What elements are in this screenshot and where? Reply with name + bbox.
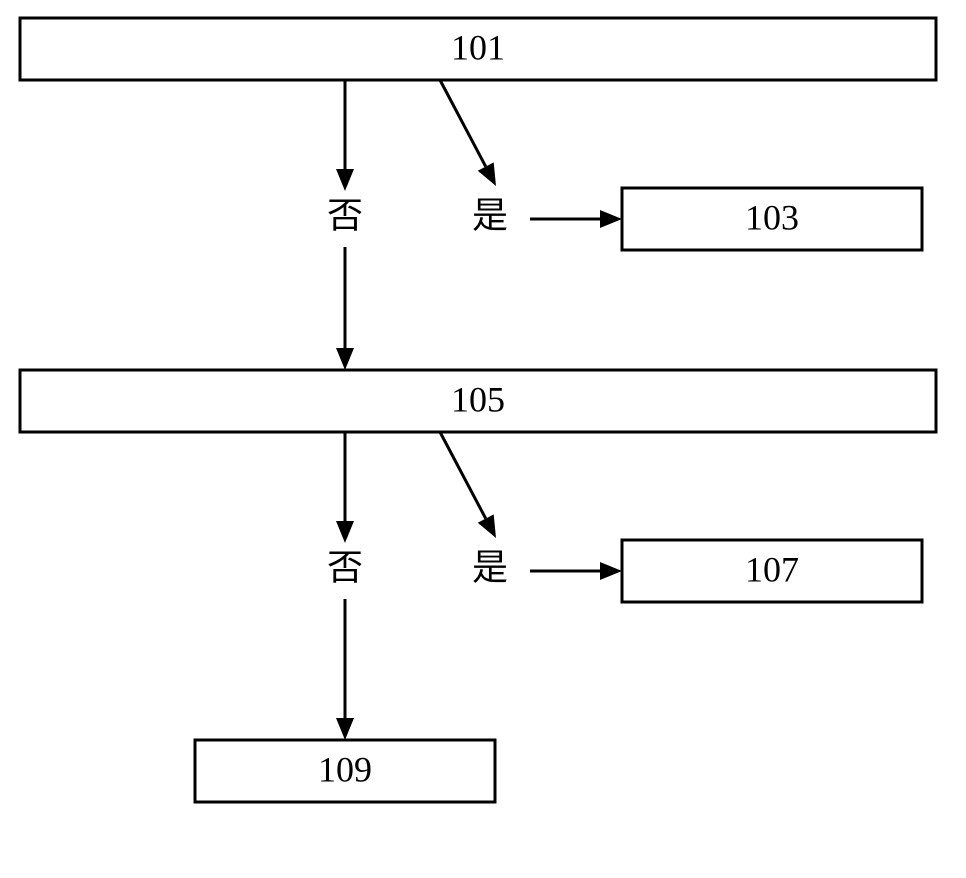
branch-label-yes2: 是 [472, 547, 508, 587]
node-label-n105: 105 [451, 379, 505, 419]
arrowhead-e1 [336, 169, 354, 191]
node-label-n103: 103 [745, 197, 799, 237]
branch-label-no1: 否 [327, 195, 363, 235]
arrowhead-e5 [336, 521, 354, 543]
arrowhead-e7 [600, 562, 622, 580]
edge-e2 [440, 80, 486, 167]
node-label-n109: 109 [318, 749, 372, 789]
flowchart-canvas: 101103105107109否是否是 [0, 0, 966, 878]
node-label-n107: 107 [745, 549, 799, 589]
arrowhead-e8 [336, 718, 354, 740]
branch-label-yes1: 是 [472, 195, 508, 235]
edge-e6 [440, 432, 486, 519]
node-label-n101: 101 [451, 27, 505, 67]
arrowhead-e3 [600, 210, 622, 228]
arrowhead-e4 [336, 348, 354, 370]
branch-label-no2: 否 [327, 547, 363, 587]
